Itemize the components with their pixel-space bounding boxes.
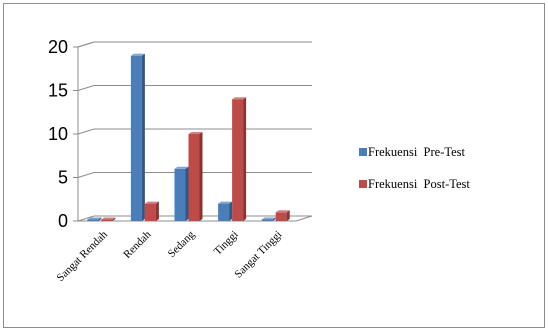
back-wall-top xyxy=(77,41,312,48)
bar-side xyxy=(199,132,203,221)
bar-top xyxy=(188,132,203,134)
bar-front xyxy=(275,212,287,221)
bar-side xyxy=(98,217,102,221)
legend-swatch xyxy=(359,148,367,156)
bars xyxy=(87,53,290,222)
x-tick-label: Tinggi xyxy=(212,229,241,258)
bar xyxy=(261,217,276,221)
bar-front xyxy=(218,203,230,221)
bar-front xyxy=(130,55,142,222)
bar xyxy=(101,217,116,221)
y-axis-ticks: 0 5 10 15 20 xyxy=(48,37,78,231)
bar xyxy=(144,201,159,221)
bar-top xyxy=(174,166,189,169)
bar xyxy=(275,210,290,221)
bar-top xyxy=(101,217,116,220)
legend-label: Frekuensi Post-Test xyxy=(368,177,470,191)
bar-top xyxy=(144,201,159,204)
legend-label: Frekuensi Pre-Test xyxy=(368,145,466,159)
bar-side xyxy=(243,97,247,221)
bar-front xyxy=(144,203,156,221)
gridline xyxy=(77,41,312,48)
bar-top xyxy=(87,217,102,220)
chart-frame xyxy=(3,3,545,328)
legend-item: Frekuensi Post-Test xyxy=(359,177,470,191)
bar-top xyxy=(275,210,290,213)
bar xyxy=(87,217,102,221)
y-tick-label: 15 xyxy=(48,81,68,101)
y-tick-label: 10 xyxy=(48,124,68,144)
bar xyxy=(174,166,189,221)
bar-side xyxy=(272,217,276,221)
bar-side xyxy=(286,210,290,221)
bar-front xyxy=(232,99,244,221)
y-tick-label: 5 xyxy=(58,168,68,188)
bar-side xyxy=(141,53,145,222)
bar-side xyxy=(112,217,116,221)
x-tick-label: Sedang xyxy=(166,228,198,260)
bar xyxy=(188,132,203,221)
bar-side xyxy=(155,201,159,221)
bar-front xyxy=(87,219,99,221)
legend: Frekuensi Pre-Test Frekuensi Post-Test xyxy=(359,145,470,191)
legend-item: Frekuensi Pre-Test xyxy=(359,145,466,159)
bar-front xyxy=(101,219,113,221)
bar-top xyxy=(130,53,145,56)
x-tick-label: Sangat Tinggi xyxy=(232,229,284,281)
bar-top xyxy=(261,217,276,220)
y-tick-label: 20 xyxy=(48,37,68,57)
x-tick-label: Sangat Rendah xyxy=(55,228,111,284)
bar xyxy=(232,97,247,221)
y-tick-label: 0 xyxy=(58,211,68,231)
x-tick-label: Rendah xyxy=(121,228,154,261)
bar-front xyxy=(174,168,186,221)
bar-front xyxy=(188,134,200,221)
bar-side xyxy=(229,201,233,221)
bar xyxy=(218,201,233,221)
bar-top xyxy=(232,97,247,100)
bar-front xyxy=(261,219,273,221)
gridline xyxy=(77,85,312,91)
bar xyxy=(130,53,145,222)
bar-top xyxy=(218,201,233,204)
legend-swatch xyxy=(359,180,367,188)
bar-side xyxy=(185,166,189,221)
